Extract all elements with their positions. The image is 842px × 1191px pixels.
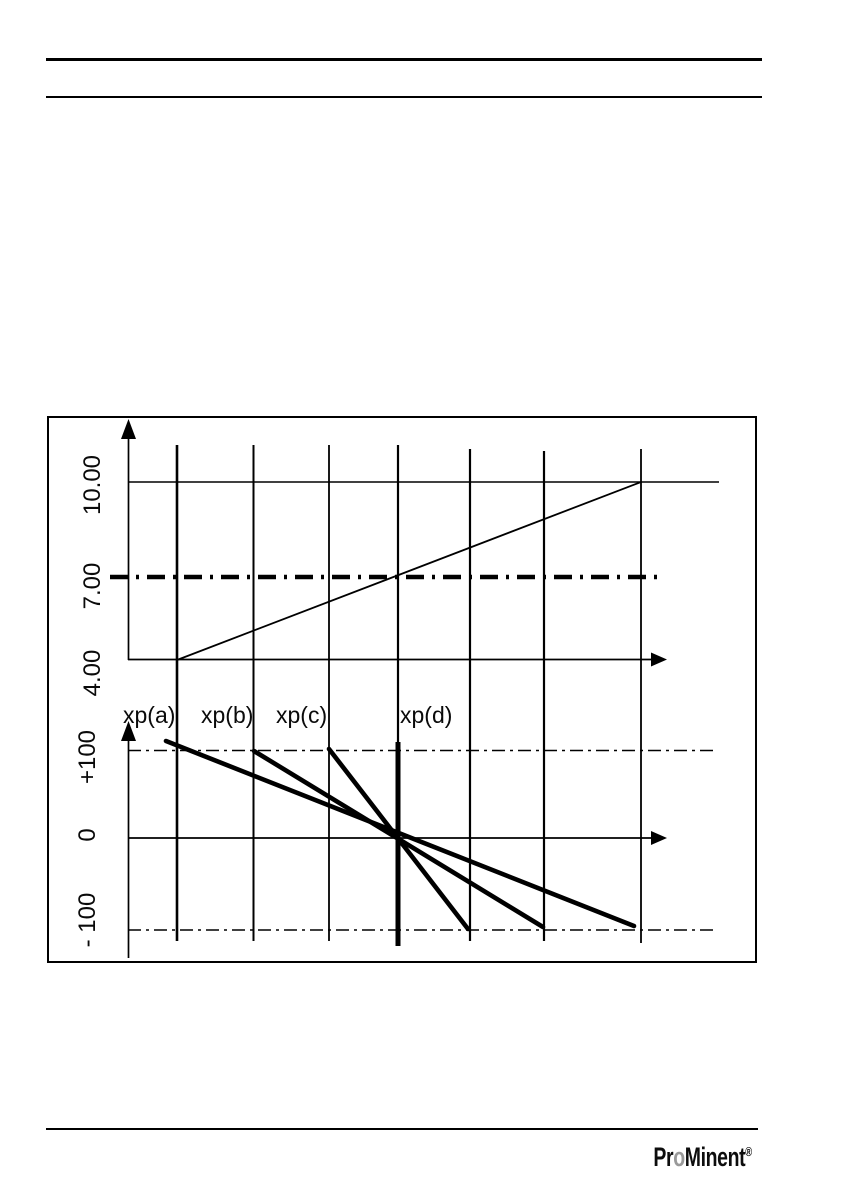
upper-y-axis-arrow-icon — [121, 419, 136, 439]
upper-plot — [110, 419, 719, 667]
figure-box — [47, 416, 757, 963]
vertical-gridlines — [175, 445, 642, 943]
logo-minent: Minent — [684, 1142, 746, 1172]
xp-c-label: xp(c) — [276, 702, 328, 728]
lower-tick-plus100: +100 — [74, 729, 101, 785]
upper-tick-10.00: 10.00 — [79, 454, 106, 516]
lower-plot — [121, 721, 718, 958]
lower-tick-0: 0 — [74, 828, 101, 842]
logo-pr: Pr — [653, 1142, 674, 1172]
xp-a-label: xp(a) — [123, 702, 176, 728]
header-rule-bottom — [46, 96, 762, 98]
lower-y-axis-arrow-icon — [121, 721, 136, 741]
upper-tick-7.00: 7.00 — [79, 562, 106, 610]
measured-value-ramp-line — [176, 481, 642, 661]
footer-rule — [46, 1128, 758, 1130]
xp-a-line — [163, 738, 637, 929]
xp-b-label: xp(b) — [201, 702, 254, 728]
xp-d-label: xp(d) — [400, 702, 453, 728]
xp-c-line — [326, 746, 471, 932]
header-rule-top — [46, 58, 762, 61]
prominent-logo-text: ProMinent® — [653, 1139, 752, 1172]
prominent-logo: ProMinent® — [615, 1139, 752, 1171]
upper-tick-4.00: 4.00 — [79, 649, 106, 697]
registered-trademark-icon: ® — [745, 1144, 752, 1159]
lower-x-axis-arrow-icon — [651, 831, 667, 845]
upper-x-axis-arrow-icon — [651, 652, 667, 667]
lower-tick-minus100: - 100 — [74, 892, 101, 948]
logo-o: o — [673, 1142, 685, 1172]
